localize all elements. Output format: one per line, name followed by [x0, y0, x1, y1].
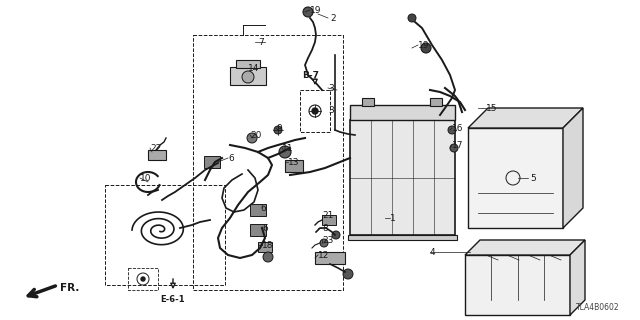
Polygon shape	[563, 108, 583, 228]
Bar	[236, 60, 260, 68]
Text: 11: 11	[282, 143, 294, 153]
Text: 3: 3	[328, 84, 333, 92]
Bar	[250, 224, 266, 236]
Bar	[465, 255, 570, 315]
Bar	[362, 98, 374, 106]
Bar	[148, 150, 166, 160]
Polygon shape	[570, 240, 585, 315]
Text: 13: 13	[288, 157, 300, 166]
Text: 16: 16	[452, 124, 463, 132]
Text: 8: 8	[322, 223, 328, 233]
Text: 2: 2	[330, 13, 335, 22]
Text: TLA4B0602: TLA4B0602	[577, 303, 620, 312]
Text: 6: 6	[228, 154, 234, 163]
Circle shape	[320, 239, 328, 247]
Text: 14: 14	[248, 63, 259, 73]
Circle shape	[448, 126, 456, 134]
Text: 6: 6	[262, 223, 268, 233]
Text: 19: 19	[310, 5, 321, 14]
Text: 4: 4	[430, 247, 436, 257]
Circle shape	[312, 108, 318, 114]
Circle shape	[141, 277, 145, 281]
Circle shape	[408, 14, 416, 22]
Text: 3: 3	[328, 106, 333, 115]
Circle shape	[421, 43, 431, 53]
Bar	[350, 105, 455, 120]
Bar	[285, 160, 303, 172]
Bar	[258, 242, 272, 252]
Text: 5: 5	[530, 173, 536, 182]
Text: 15: 15	[486, 103, 497, 113]
Text: E-6-1: E-6-1	[161, 295, 186, 305]
Polygon shape	[465, 240, 585, 255]
Text: 9: 9	[276, 124, 282, 132]
Bar	[315, 252, 345, 264]
Text: 1: 1	[390, 213, 396, 222]
Bar	[193, 35, 343, 290]
Circle shape	[242, 71, 254, 83]
Circle shape	[303, 7, 313, 17]
Bar	[300, 90, 330, 132]
Circle shape	[274, 126, 282, 134]
Circle shape	[279, 146, 291, 158]
Text: 21: 21	[322, 211, 333, 220]
Bar	[230, 67, 266, 85]
Bar	[430, 98, 442, 106]
Bar	[250, 204, 266, 216]
Text: 6: 6	[260, 204, 266, 212]
Bar	[105, 185, 225, 285]
Text: 17: 17	[452, 140, 463, 149]
Circle shape	[343, 269, 353, 279]
Text: 10: 10	[140, 173, 152, 182]
Text: 20: 20	[250, 131, 261, 140]
Text: 7: 7	[258, 37, 264, 46]
Bar	[468, 128, 563, 228]
Text: FR.: FR.	[60, 283, 79, 293]
Text: 22: 22	[150, 143, 161, 153]
Bar	[350, 120, 455, 235]
Circle shape	[247, 133, 257, 143]
Bar	[348, 235, 457, 240]
Circle shape	[332, 231, 340, 239]
Circle shape	[450, 144, 458, 152]
Polygon shape	[468, 108, 583, 128]
Circle shape	[263, 252, 273, 262]
Text: B-7: B-7	[302, 70, 319, 79]
Text: 18: 18	[262, 241, 273, 250]
Bar	[322, 215, 336, 225]
Bar	[128, 268, 158, 290]
Text: 19: 19	[418, 41, 429, 50]
Bar	[204, 156, 220, 168]
Text: 12: 12	[318, 251, 330, 260]
Text: 23: 23	[322, 236, 333, 244]
